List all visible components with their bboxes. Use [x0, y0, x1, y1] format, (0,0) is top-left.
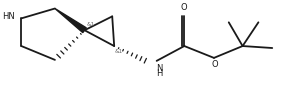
Text: O: O — [212, 60, 218, 69]
Text: HN: HN — [2, 12, 15, 21]
Text: N: N — [156, 64, 162, 73]
Polygon shape — [55, 9, 86, 33]
Text: &1: &1 — [86, 22, 95, 27]
Text: H: H — [156, 69, 162, 78]
Text: &1: &1 — [114, 49, 123, 54]
Text: O: O — [180, 3, 187, 12]
